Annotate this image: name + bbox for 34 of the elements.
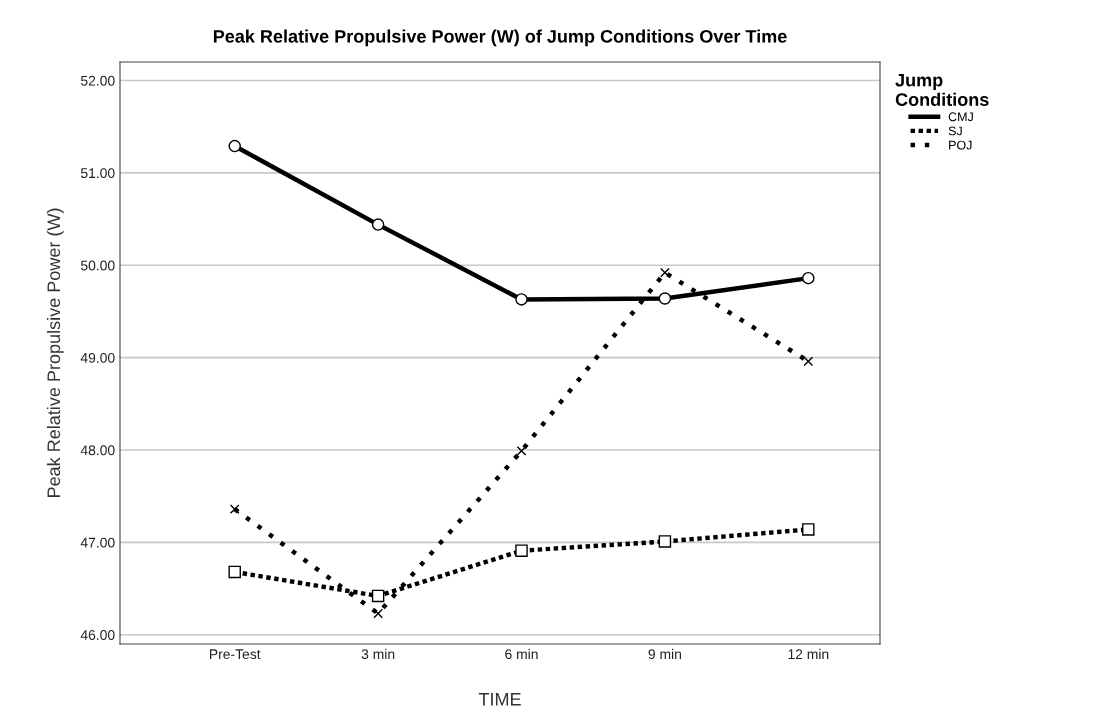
chart-title: Peak Relative Propulsive Power (W) of Jump Conditions Over Time — [213, 29, 787, 47]
x-tick-label: 12 min — [788, 648, 829, 659]
legend-label: POJ — [949, 140, 972, 150]
y-tick-label: 47.00 — [80, 537, 115, 548]
y-tick-label: 49.00 — [80, 352, 115, 363]
x-tick-label: 3 min — [361, 648, 395, 660]
point — [373, 608, 383, 619]
y-axis-title: Peak Relative Propulsive Power (W) — [46, 208, 64, 498]
legend-label: SJ — [948, 126, 962, 136]
point — [515, 544, 528, 557]
point — [371, 589, 385, 603]
legend-label: CMJ — [948, 112, 973, 122]
point — [228, 565, 241, 579]
point — [516, 446, 527, 456]
point — [228, 139, 241, 153]
point — [658, 292, 672, 305]
point — [515, 293, 528, 306]
y-tick-label: 46.00 — [80, 630, 115, 640]
point — [660, 267, 670, 278]
point — [229, 504, 240, 514]
point — [658, 535, 672, 548]
y-tick-label: 52.00 — [80, 75, 115, 86]
legend-title: Jump Conditions — [895, 73, 989, 106]
x-tick-label: 6 min — [505, 648, 538, 660]
point — [371, 218, 385, 231]
y-tick-label: 48.00 — [80, 445, 115, 456]
point — [803, 356, 814, 367]
point — [802, 523, 815, 536]
x-axis-title: TIME — [478, 693, 521, 706]
y-tick-label: 51.00 — [80, 168, 115, 179]
point — [802, 271, 815, 285]
x-tick-label: 9 min — [648, 648, 681, 660]
x-tick-label: Pre-Test — [210, 649, 261, 660]
y-tick-label: 50.00 — [80, 260, 115, 271]
